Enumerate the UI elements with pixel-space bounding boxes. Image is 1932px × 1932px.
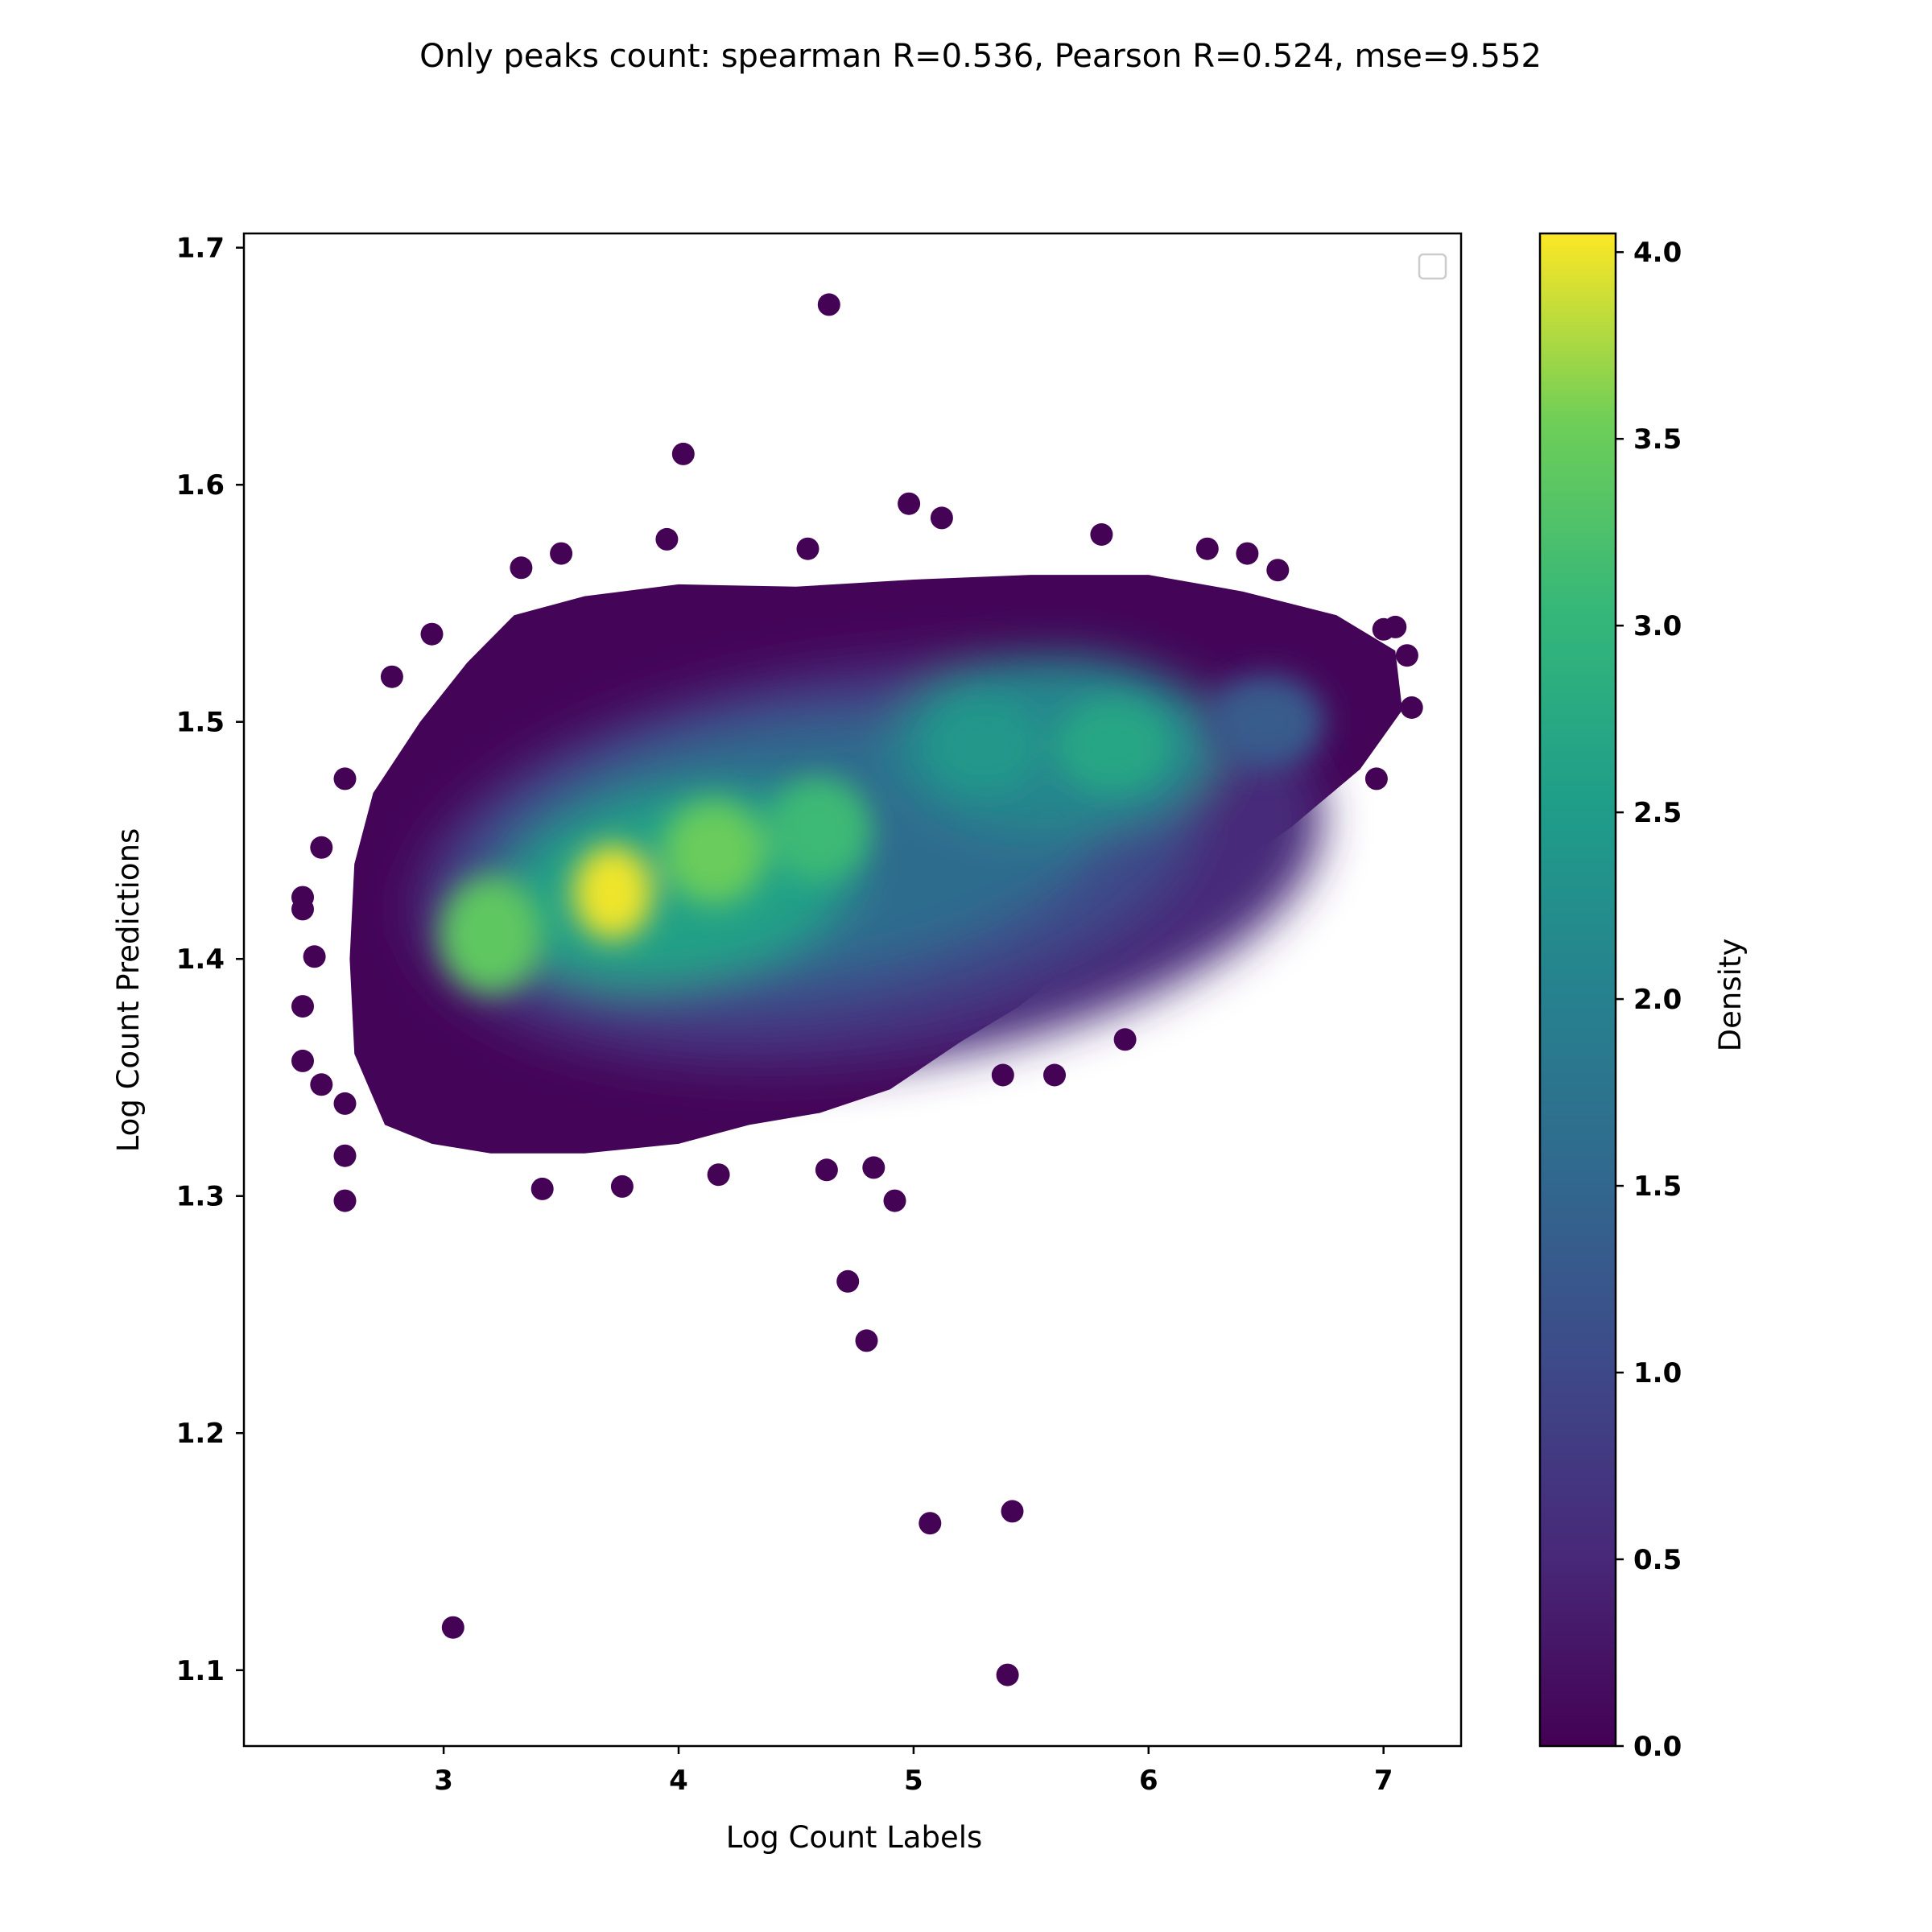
scatter-point (707, 1163, 730, 1187)
scatter-point (817, 293, 840, 316)
y-axis-ticks: 1.1 1.2 1.3 1.4 1.5 1.6 1.7 (176, 233, 244, 1687)
scatter-point (919, 1512, 942, 1535)
x-tick-label: 7 (1374, 1765, 1393, 1797)
colorbar (1538, 232, 1617, 1748)
scatter-point (883, 1189, 906, 1212)
scatter-point (1043, 1063, 1066, 1087)
colorbar-label: Density (1713, 939, 1748, 1052)
scatter-point (310, 1073, 333, 1096)
density-cores (439, 674, 1325, 995)
plot-frame (242, 232, 1463, 1748)
scatter-point (420, 622, 444, 646)
colorbar-tick-label: 2.0 (1633, 984, 1682, 1016)
scatter-point (291, 995, 314, 1018)
x-tick-label: 4 (669, 1765, 688, 1797)
scatter-point (1395, 644, 1418, 667)
scatter-point (510, 556, 533, 580)
scatter-point (930, 506, 953, 530)
density-cluster (662, 799, 766, 905)
density-cluster (1207, 674, 1325, 770)
scatter-point (1266, 559, 1290, 582)
scatter-point (530, 1177, 554, 1200)
colorbar-ticks: 0.0 0.5 1.0 1.5 2.0 2.5 3.0 3.5 4.0 (1616, 237, 1682, 1763)
scatter-point (441, 1616, 464, 1639)
scatter-point (1364, 767, 1388, 791)
colorbar-tick-label: 3.0 (1633, 610, 1682, 642)
scatter-point (333, 1144, 357, 1167)
colorbar-tick-label: 0.0 (1633, 1731, 1682, 1763)
scatter-point (1384, 615, 1407, 638)
density-cluster (767, 776, 872, 881)
x-axis-ticks: 3 4 5 6 7 (434, 1746, 1393, 1797)
y-tick-label: 1.2 (176, 1418, 225, 1450)
density-layer (291, 293, 1423, 1686)
scatter-point (1090, 523, 1113, 546)
scatter-point (333, 1189, 357, 1212)
scatter-point (291, 1049, 314, 1072)
scatter-point (655, 527, 679, 551)
scatter-point (610, 1174, 634, 1198)
colorbar-tick-label: 1.0 (1633, 1357, 1682, 1389)
density-cluster (439, 876, 543, 995)
scatter-point (996, 1663, 1019, 1686)
scatter-point (380, 665, 403, 688)
y-tick-label: 1.5 (176, 707, 225, 739)
density-cluster (925, 698, 1043, 794)
scatter-point (1236, 542, 1259, 565)
scatter-point (855, 1329, 878, 1352)
scatter-point (796, 537, 819, 560)
colorbar-tick-label: 3.5 (1633, 423, 1682, 456)
scatter-point (303, 945, 326, 968)
scatter-point (333, 767, 357, 791)
scatter-point (1400, 696, 1423, 719)
scatter-point (310, 836, 333, 859)
scatter-point (991, 1063, 1014, 1087)
scatter-point (1195, 537, 1219, 560)
y-tick-label: 1.3 (176, 1181, 225, 1213)
legend-box (1418, 253, 1447, 280)
scatter-point (291, 898, 314, 921)
scatter-point (862, 1156, 886, 1179)
x-tick-label: 3 (434, 1765, 453, 1797)
colorbar-tick-label: 2.5 (1633, 797, 1682, 829)
scatter-point (815, 1158, 838, 1182)
colorbar-tick-label: 4.0 (1633, 237, 1682, 269)
scatter-point (1001, 1500, 1024, 1523)
colorbar-tick-label: 0.5 (1633, 1544, 1682, 1576)
y-tick-label: 1.4 (176, 943, 225, 976)
y-axis-label: Log Count Predictions (111, 828, 146, 1153)
chart-title: Only peaks count: spearman R=0.536, Pear… (419, 38, 1542, 75)
scatter-point (898, 492, 921, 515)
y-tick-label: 1.7 (176, 233, 225, 265)
scatter-point (333, 1092, 357, 1115)
x-tick-label: 6 (1139, 1765, 1158, 1797)
x-axis-label: Log Count Labels (726, 1820, 983, 1855)
colorbar-tick-label: 1.5 (1633, 1170, 1682, 1203)
y-tick-label: 1.6 (176, 469, 225, 502)
y-tick-label: 1.1 (176, 1655, 225, 1687)
scatter-point (836, 1269, 860, 1293)
scatter-point (550, 542, 573, 565)
scatter-point (671, 442, 695, 465)
density-cluster (1055, 698, 1172, 794)
density-cluster (572, 844, 653, 940)
scatter-point (1113, 1028, 1137, 1051)
x-tick-label: 5 (904, 1765, 923, 1797)
